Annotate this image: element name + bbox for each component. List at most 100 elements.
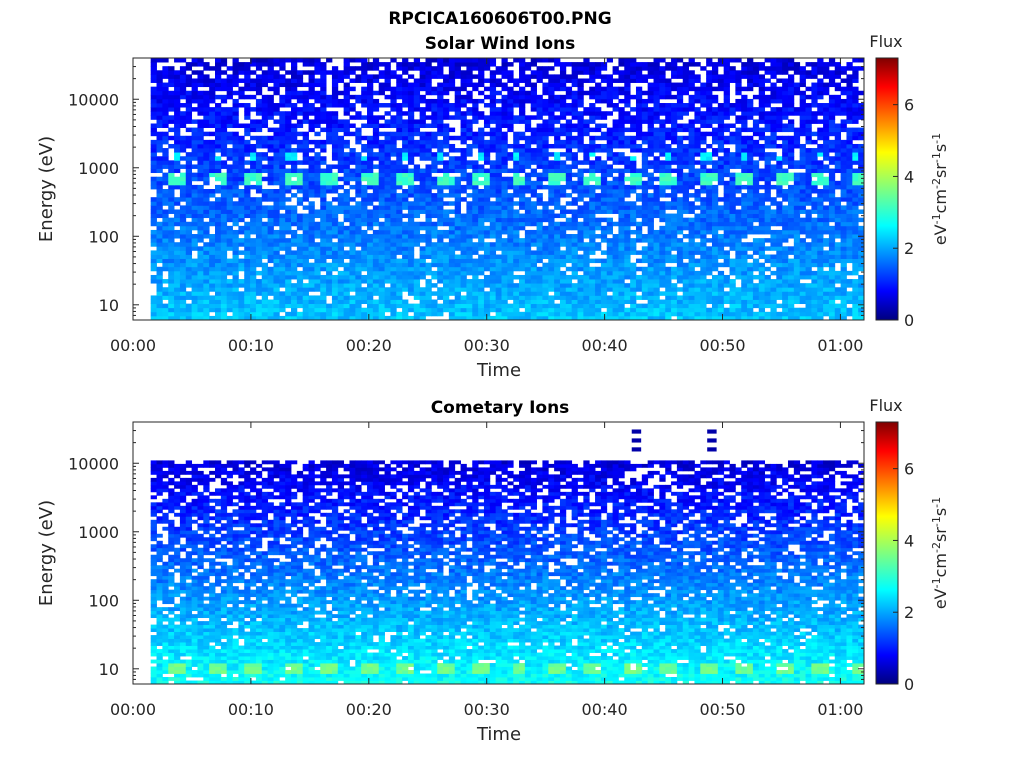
heatmap-cell [852, 270, 859, 276]
heatmap-cell [273, 131, 280, 137]
heatmap-cell [600, 143, 608, 149]
heatmap-cell [595, 266, 602, 272]
heatmap-cell [852, 295, 859, 300]
heatmap-cell [448, 180, 456, 186]
heatmap-cell [764, 135, 771, 141]
heatmap-cell [823, 283, 830, 288]
heatmap-cell [215, 238, 222, 243]
heatmap-cell [384, 197, 391, 202]
heatmap-cell [191, 283, 198, 288]
heatmap-cell [361, 311, 368, 317]
heatmap-cell [764, 254, 771, 259]
heatmap-cell [390, 242, 397, 247]
heatmap-cell [559, 279, 567, 284]
heatmap-cell [589, 266, 596, 272]
heatmap-cell [220, 238, 228, 243]
heatmap-cell [443, 303, 450, 309]
heatmap-cell [524, 127, 532, 133]
heatmap-cell [647, 303, 654, 309]
heatmap-cell [717, 205, 725, 210]
heatmap-cell [150, 131, 157, 137]
heatmap-cell [700, 283, 707, 288]
heatmap-cell [174, 156, 181, 161]
heatmap-cell [805, 213, 812, 219]
heatmap-cell [542, 184, 549, 190]
heatmap-cell [489, 279, 497, 284]
heatmap-cell [285, 279, 292, 284]
heatmap-cell [501, 213, 508, 219]
heatmap-cell [326, 262, 333, 268]
heatmap-cell [793, 242, 801, 247]
heatmap-cell [729, 152, 736, 157]
heatmap-cell [489, 143, 497, 149]
heatmap-cell [419, 168, 426, 174]
heatmap-cell [776, 258, 783, 264]
heatmap-cell [706, 266, 713, 272]
heatmap-cell [185, 283, 193, 288]
heatmap-cell [624, 254, 631, 259]
heatmap-cell [559, 238, 567, 243]
heatmap-cell [279, 168, 286, 174]
heatmap-cell [600, 315, 608, 321]
heatmap-cell [378, 168, 385, 174]
heatmap-cell [711, 217, 719, 223]
heatmap-cell [752, 250, 760, 255]
heatmap-cell [378, 291, 385, 296]
heatmap-cell [764, 283, 771, 288]
heatmap-cell [337, 148, 345, 153]
heatmap-cell [320, 315, 327, 321]
heatmap-cell [197, 201, 204, 206]
heatmap-cell [758, 254, 766, 259]
heatmap-cell [495, 299, 502, 305]
heatmap-cell [752, 139, 760, 145]
heatmap-cell [758, 279, 766, 284]
heatmap-cell [185, 176, 193, 182]
heatmap-cell [372, 197, 380, 202]
heatmap-cell [343, 197, 350, 202]
heatmap-cell [548, 238, 555, 243]
heatmap-cell [209, 270, 216, 276]
heatmap-cell [519, 164, 526, 169]
heatmap-cell [209, 221, 216, 227]
heatmap-cell [793, 143, 801, 149]
heatmap-cell [296, 250, 304, 255]
heatmap-cell [828, 209, 836, 214]
heatmap-cell [326, 242, 333, 247]
heatmap-cell [279, 229, 286, 235]
heatmap-cell [513, 184, 520, 190]
heatmap-cell [741, 266, 748, 272]
heatmap-cell [723, 279, 730, 284]
heatmap-cell [448, 193, 456, 198]
heatmap-cell [460, 152, 467, 157]
heatmap-cell [747, 291, 754, 296]
heatmap-cell [852, 143, 859, 149]
heatmap-cell [279, 156, 286, 161]
heatmap-cell [583, 311, 590, 317]
heatmap-cell [255, 221, 263, 227]
heatmap-cell [706, 246, 713, 251]
heatmap-cell [255, 225, 263, 231]
heatmap-cell [612, 311, 619, 317]
heatmap-cell [361, 201, 368, 206]
heatmap-cell [606, 143, 613, 149]
heatmap-cell [659, 242, 666, 247]
heatmap-cell [255, 229, 263, 235]
heatmap-cell [238, 123, 245, 128]
heatmap-cell [548, 315, 555, 321]
heatmap-cell [454, 156, 461, 161]
heatmap-cell [396, 148, 403, 153]
heatmap-cell [711, 283, 719, 288]
heatmap-cell [407, 270, 415, 276]
heatmap-cell [302, 307, 309, 313]
heatmap-cell [402, 262, 409, 268]
heatmap-cell [402, 307, 409, 313]
heatmap-cell [595, 270, 602, 276]
heatmap-cell [454, 291, 461, 296]
heatmap-cell [834, 156, 842, 161]
heatmap-cell [840, 238, 847, 243]
heatmap-cell [618, 168, 625, 174]
heatmap-cell [635, 287, 643, 292]
heatmap-cell [758, 242, 766, 247]
heatmap-cell [741, 250, 748, 255]
heatmap-cell [565, 164, 573, 169]
